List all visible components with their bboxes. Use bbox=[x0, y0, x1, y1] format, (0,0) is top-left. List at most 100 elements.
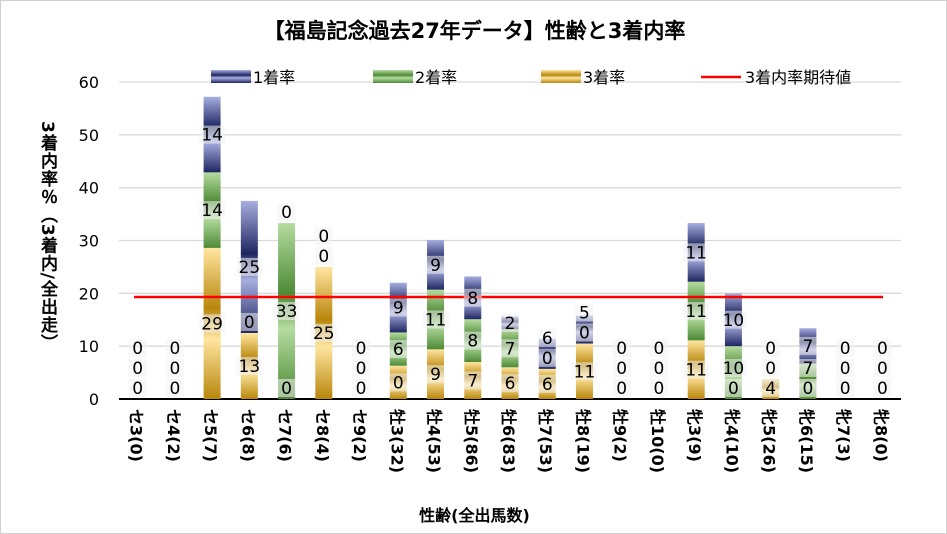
data-label: 2 bbox=[505, 314, 516, 334]
data-label: 11 bbox=[685, 302, 707, 322]
legend-label: 2着率 bbox=[415, 68, 457, 87]
x-tick-label: セ8(4) bbox=[313, 409, 332, 462]
data-label: 0 bbox=[840, 379, 851, 399]
data-label: 0 bbox=[169, 339, 180, 359]
data-label-bg bbox=[277, 203, 296, 222]
data-label-bg bbox=[575, 303, 594, 322]
data-label: 25 bbox=[313, 324, 335, 344]
y-tick-label: 0 bbox=[89, 390, 99, 409]
data-label-bg bbox=[240, 312, 259, 331]
data-label: 0 bbox=[393, 373, 404, 393]
data-label-bg bbox=[798, 336, 817, 355]
data-label-bg bbox=[236, 356, 263, 375]
data-label: 11 bbox=[685, 243, 707, 263]
data-label: 7 bbox=[802, 359, 813, 379]
data-label: 0 bbox=[244, 313, 255, 333]
data-label-bg bbox=[501, 313, 519, 332]
y-tick-label: 60 bbox=[79, 73, 99, 92]
data-label-bg bbox=[128, 379, 147, 397]
data-label-bg bbox=[538, 328, 557, 347]
data-label-bg bbox=[463, 331, 482, 350]
data-label-bg bbox=[836, 359, 855, 377]
data-label: 8 bbox=[467, 332, 478, 352]
data-label: 9 bbox=[430, 365, 441, 385]
data-label-bg bbox=[873, 339, 892, 357]
data-label-bg bbox=[836, 379, 855, 397]
data-label-bg bbox=[314, 246, 333, 265]
x-axis-title: 性齢(全出馬数) bbox=[419, 506, 530, 525]
data-label-bg bbox=[310, 323, 337, 342]
data-label: 0 bbox=[281, 203, 292, 223]
data-label-bg bbox=[724, 379, 743, 397]
data-label: 6 bbox=[542, 329, 553, 349]
data-label-bg bbox=[165, 339, 184, 357]
data-label-bg bbox=[575, 323, 594, 342]
x-tick-label: 牝7(3) bbox=[834, 409, 853, 462]
data-label-bg bbox=[273, 302, 300, 321]
data-label: 0 bbox=[765, 359, 776, 379]
data-label: 0 bbox=[132, 359, 143, 379]
data-label-bg bbox=[199, 125, 226, 144]
data-label: 0 bbox=[132, 339, 143, 359]
data-label: 0 bbox=[840, 339, 851, 359]
data-label-bg bbox=[571, 362, 598, 381]
data-label: 0 bbox=[356, 339, 367, 359]
data-label: 0 bbox=[169, 359, 180, 379]
data-label-bg bbox=[422, 310, 449, 329]
data-label: 14 bbox=[201, 126, 223, 146]
x-tick-label: セ9(2) bbox=[350, 409, 369, 462]
x-tick-label: 牝6(15) bbox=[797, 409, 816, 473]
legend-swatch bbox=[541, 70, 581, 83]
x-tick-label: 牡9(2) bbox=[611, 409, 630, 462]
data-label-bg bbox=[463, 371, 482, 390]
data-label-bg bbox=[199, 201, 226, 220]
y-axis-title: 3着内率％（3着内/全出走） bbox=[37, 121, 57, 352]
data-label-bg bbox=[277, 379, 296, 397]
data-label: 29 bbox=[201, 314, 223, 334]
data-label-bg bbox=[761, 338, 780, 357]
x-tick-label: 牝5(26) bbox=[760, 409, 779, 473]
data-label: 33 bbox=[276, 302, 298, 322]
data-label: 9 bbox=[430, 256, 441, 276]
y-tick-label: 40 bbox=[79, 179, 99, 198]
data-label-bg bbox=[798, 379, 817, 397]
data-label-bg bbox=[165, 359, 184, 377]
x-tick-label: 牡3(32) bbox=[387, 409, 406, 473]
x-tick-label: セ7(6) bbox=[276, 409, 295, 462]
data-label-bg bbox=[649, 359, 668, 377]
data-label-bg bbox=[612, 359, 631, 377]
data-label-bg bbox=[649, 379, 668, 397]
legend-swatch bbox=[373, 70, 413, 83]
data-label-bg bbox=[683, 243, 710, 262]
data-label-bg bbox=[836, 339, 855, 357]
data-label-bg bbox=[426, 365, 445, 384]
data-label: 10 bbox=[723, 311, 745, 331]
data-label: 0 bbox=[765, 339, 776, 359]
data-label: 0 bbox=[654, 359, 665, 379]
data-label: 6 bbox=[393, 340, 404, 360]
data-label-bg bbox=[761, 358, 780, 377]
data-label-bg bbox=[128, 359, 147, 377]
x-tick-label: セ5(7) bbox=[201, 409, 220, 462]
data-label-bg bbox=[352, 379, 371, 397]
legend-swatch bbox=[211, 70, 251, 83]
data-label: 14 bbox=[201, 201, 223, 221]
data-label: 0 bbox=[877, 359, 888, 379]
y-tick-label: 50 bbox=[79, 126, 99, 145]
data-label-bg bbox=[389, 340, 408, 359]
legend-label: 3着内率期待値 bbox=[745, 68, 851, 87]
data-label: 7 bbox=[802, 337, 813, 357]
data-label-bg bbox=[501, 339, 519, 358]
data-label-bg bbox=[463, 288, 482, 307]
data-label: 0 bbox=[318, 247, 329, 267]
data-label: 6 bbox=[505, 374, 516, 394]
data-label-bg bbox=[165, 379, 184, 397]
x-tick-label: セ6(8) bbox=[238, 409, 257, 462]
data-label-bg bbox=[538, 374, 557, 393]
data-label-bg bbox=[501, 374, 519, 393]
data-label: 10 bbox=[723, 359, 745, 379]
data-label: 0 bbox=[654, 379, 665, 399]
x-tick-label: 牝3(9) bbox=[685, 409, 704, 462]
data-label-bg bbox=[612, 339, 631, 357]
data-label: 25 bbox=[239, 258, 261, 278]
